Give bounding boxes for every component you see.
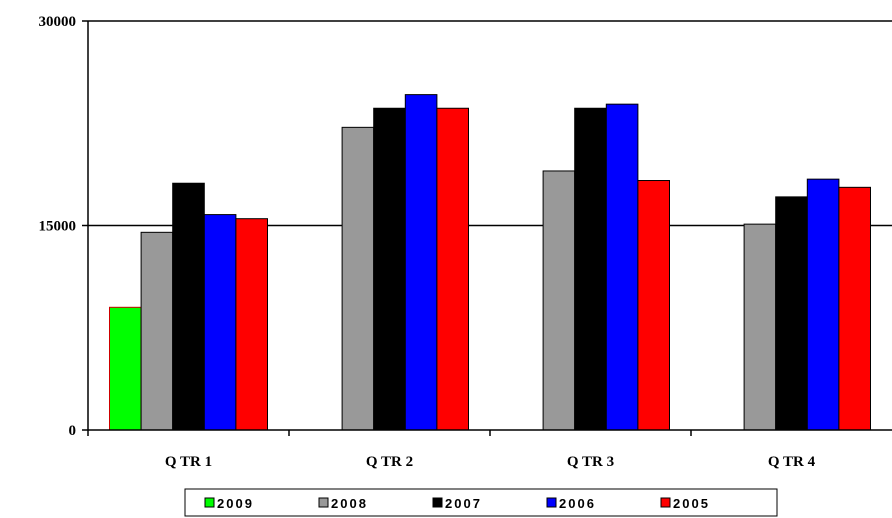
bar-2006-2 bbox=[404, 94, 438, 431]
bar-2006-3 bbox=[605, 103, 639, 431]
bars bbox=[109, 94, 872, 431]
x-labels: Q TR 1 Q TR 2 Q TR 3 Q TR 4 bbox=[87, 430, 816, 470]
bar-2006-1 bbox=[203, 214, 237, 431]
legend-swatch-2006 bbox=[546, 497, 557, 508]
bar-2007-3 bbox=[574, 107, 607, 431]
bar-2007-1 bbox=[172, 182, 205, 431]
legend-swatch-2008 bbox=[318, 497, 329, 508]
legend-swatch-2009 bbox=[204, 497, 215, 508]
legend-swatch-2005 bbox=[660, 497, 671, 508]
y-tick-label: 0 bbox=[69, 423, 77, 439]
legend: 2009 2008 2007 2006 2005 bbox=[184, 488, 778, 517]
legend-label-2009: 2009 bbox=[217, 496, 254, 511]
category-label: Q TR 2 bbox=[366, 454, 413, 470]
bar-2008-1 bbox=[140, 231, 174, 431]
bar-2006-4 bbox=[806, 178, 840, 431]
bar-2005-1 bbox=[235, 218, 268, 431]
y-tick-label: 15000 bbox=[39, 219, 77, 235]
category-label: Q TR 3 bbox=[567, 454, 614, 470]
bar-2008-4 bbox=[743, 223, 777, 431]
y-tick-label: 30000 bbox=[39, 14, 77, 30]
bar-2007-2 bbox=[373, 107, 406, 431]
legend-swatch-2007 bbox=[432, 497, 443, 508]
bar-2008-2 bbox=[341, 126, 375, 431]
legend-label-2006: 2006 bbox=[559, 496, 596, 511]
bar-2009-1 bbox=[109, 306, 142, 431]
bar-2005-4 bbox=[838, 186, 872, 431]
y-ticks: 0 15000 30000 bbox=[39, 14, 88, 439]
bar-2005-3 bbox=[637, 180, 671, 431]
bar-2007-4 bbox=[775, 196, 808, 431]
legend-label-2008: 2008 bbox=[331, 496, 368, 511]
bar-2005-2 bbox=[436, 107, 469, 431]
legend-box bbox=[184, 488, 778, 517]
gridlines bbox=[88, 20, 892, 227]
legend-label-2005: 2005 bbox=[673, 496, 710, 511]
bar-2008-3 bbox=[542, 170, 576, 431]
legend-label-2007: 2007 bbox=[445, 496, 482, 511]
category-label: Q TR 1 bbox=[165, 454, 212, 470]
category-label: Q TR 4 bbox=[768, 454, 816, 470]
